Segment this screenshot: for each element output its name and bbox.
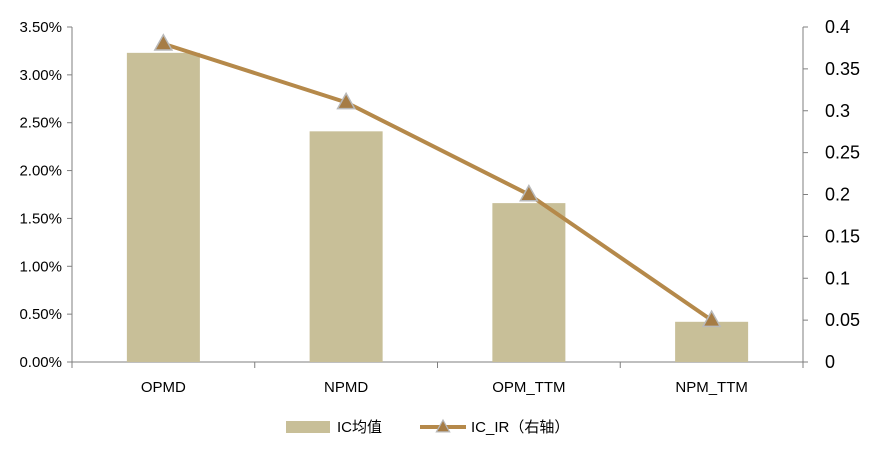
- category-label: NPMD: [324, 379, 368, 396]
- right-tick-label: 0.2: [825, 185, 850, 205]
- x-axis: OPMD NPMD OPM_TTM NPM_TTM: [71, 361, 804, 396]
- bar: [675, 321, 749, 362]
- bar: [309, 131, 383, 362]
- category-label: OPMD: [141, 379, 186, 396]
- line-series-group: [153, 33, 722, 328]
- right-tick-label: 0.3: [825, 101, 850, 121]
- left-tick-label: 0.50%: [19, 306, 62, 323]
- left-tick-label: 2.50%: [19, 115, 62, 132]
- left-tick-label: 3.50%: [19, 19, 62, 36]
- left-tick-label: 2.00%: [19, 163, 62, 180]
- legend: IC均值 IC_IR（右轴）: [286, 418, 569, 436]
- legend-swatch-bar: [286, 421, 330, 433]
- right-tick-label: 0.25: [825, 143, 860, 163]
- line-marker: [701, 309, 722, 328]
- left-tick-label: 0.00%: [19, 354, 62, 371]
- legend-label-line: IC_IR（右轴）: [471, 419, 569, 436]
- legend-swatch-marker: [435, 418, 451, 433]
- left-tick-label: 1.50%: [19, 210, 62, 227]
- bar: [126, 52, 200, 362]
- left-tick-label: 3.00%: [19, 67, 62, 84]
- legend-label-bar: IC均值: [337, 419, 382, 436]
- line-path: [162, 41, 713, 322]
- category-label: NPM_TTM: [675, 379, 748, 396]
- category-label: OPM_TTM: [492, 379, 565, 396]
- right-tick-label: 0.05: [825, 310, 860, 330]
- right-tick-label: 0.35: [825, 59, 860, 79]
- left-tick-label: 1.00%: [19, 258, 62, 275]
- right-tick-label: 0.4: [825, 17, 850, 37]
- bar: [492, 203, 566, 362]
- line-marker: [153, 33, 174, 51]
- right-y-axis: 0 0.05 0.1 0.15 0.2 0.25 0.3 0.35 0.4: [802, 17, 860, 372]
- left-y-axis: 0.00% 0.50% 1.00% 1.50% 2.00% 2.50% 3.00% 3.50%: [19, 19, 73, 371]
- right-tick-label: 0.1: [825, 268, 850, 288]
- right-tick-label: 0: [825, 352, 835, 372]
- line-marker: [519, 183, 539, 202]
- bar-series-group: [126, 52, 749, 362]
- line-marker: [336, 91, 356, 110]
- right-tick-label: 0.15: [825, 226, 860, 246]
